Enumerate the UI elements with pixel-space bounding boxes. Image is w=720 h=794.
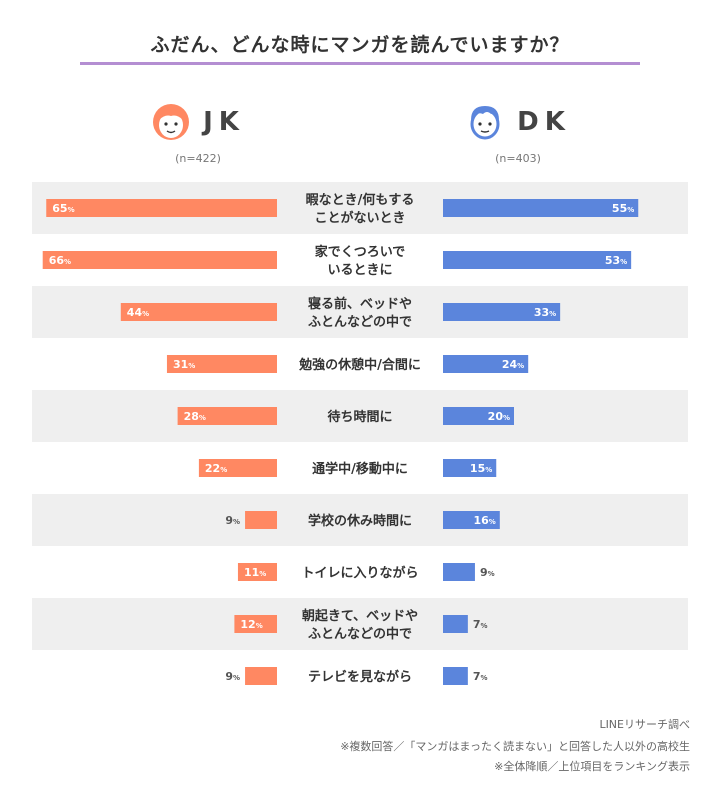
- category-label: 勉強の休憩中/合間に: [298, 357, 421, 373]
- jk-bar: [245, 511, 277, 529]
- jk-value-label: 28%: [184, 410, 206, 423]
- jk-bar: [177, 407, 277, 425]
- dk-value-label: 9%: [480, 566, 495, 579]
- jk-bar: [46, 199, 277, 217]
- dk-bar: [443, 667, 468, 685]
- category-label: 通学中/移動中に: [312, 461, 408, 477]
- jk-bar: [120, 303, 277, 321]
- jk-value-label: 66%: [49, 254, 71, 267]
- dk-bar: [443, 355, 529, 373]
- dk-sample-size: (n=403): [495, 152, 541, 165]
- row-band: [32, 390, 688, 442]
- dk-value-label: 33%: [534, 306, 556, 319]
- dk-value-label: 16%: [473, 514, 495, 527]
- dk-bar: [443, 303, 561, 321]
- dk-bar: [443, 199, 639, 217]
- dk-value-label: 24%: [502, 358, 524, 371]
- row-band: [32, 598, 688, 650]
- dk-value-label: 7%: [473, 670, 488, 683]
- category-label: 寝る前、ベッドやふとんなどの中で: [308, 296, 412, 330]
- jk-bar: [234, 615, 277, 633]
- source-note: LINEリサーチ調べ: [599, 718, 690, 731]
- dk-bar: [443, 459, 497, 477]
- jk-value-label: 44%: [127, 306, 149, 319]
- title-underline: [80, 62, 640, 65]
- category-label: 朝起きて、ベッドやふとんなどの中で: [302, 608, 418, 642]
- jk-bar: [166, 355, 277, 373]
- category-label: 家でくつろいでいるときに: [315, 244, 406, 278]
- category-label: テレビを見ながら: [308, 669, 412, 685]
- dk-bar: [443, 563, 475, 581]
- jk-value-label: 11%: [244, 566, 266, 579]
- jk-value-label: 12%: [240, 618, 262, 631]
- dk-bar: [443, 511, 500, 529]
- jk-value-label: 9%: [225, 670, 240, 683]
- jk-label: JK: [203, 107, 245, 137]
- boy-avatar-icon: [470, 106, 500, 140]
- dk-value-label: 7%: [473, 618, 488, 631]
- jk-bar: [198, 459, 277, 477]
- dk-label: DK: [517, 107, 571, 137]
- jk-value-label: 65%: [52, 202, 74, 215]
- footnote-1: ※複数回答／「マンガはまったく読まない」と回答した人以外の高校生: [340, 740, 690, 753]
- dk-bar: [443, 251, 632, 269]
- jk-header: JK (n=422): [98, 100, 298, 165]
- row-band: [32, 494, 688, 546]
- chart-title: ふだん、どんな時にマンガを読んでいますか？: [150, 34, 570, 56]
- jk-bar: [237, 563, 277, 581]
- category-label: 暇なとき/何もすることがないとき: [306, 192, 415, 226]
- dk-value-label: 15%: [470, 462, 492, 475]
- dk-value-label: 53%: [605, 254, 627, 267]
- jk-value-label: 31%: [173, 358, 195, 371]
- dk-header: DK (n=403): [418, 100, 618, 165]
- jk-bar: [42, 251, 278, 269]
- category-label: トイレに入りながら: [301, 565, 418, 581]
- category-label: 待ち時間に: [326, 409, 392, 425]
- girl-avatar-icon: [153, 104, 190, 140]
- dk-value-label: 55%: [612, 202, 634, 215]
- category-label: 学校の休み時間に: [308, 513, 412, 529]
- jk-value-label: 9%: [225, 514, 240, 527]
- jk-bar: [245, 667, 277, 685]
- jk-value-label: 22%: [205, 462, 227, 475]
- footnote-2: ※全体降順／上位項目をランキング表示: [494, 760, 690, 773]
- dk-value-label: 20%: [488, 410, 510, 423]
- jk-sample-size: (n=422): [175, 152, 221, 165]
- dk-bar: [443, 615, 468, 633]
- dk-bar: [443, 407, 514, 425]
